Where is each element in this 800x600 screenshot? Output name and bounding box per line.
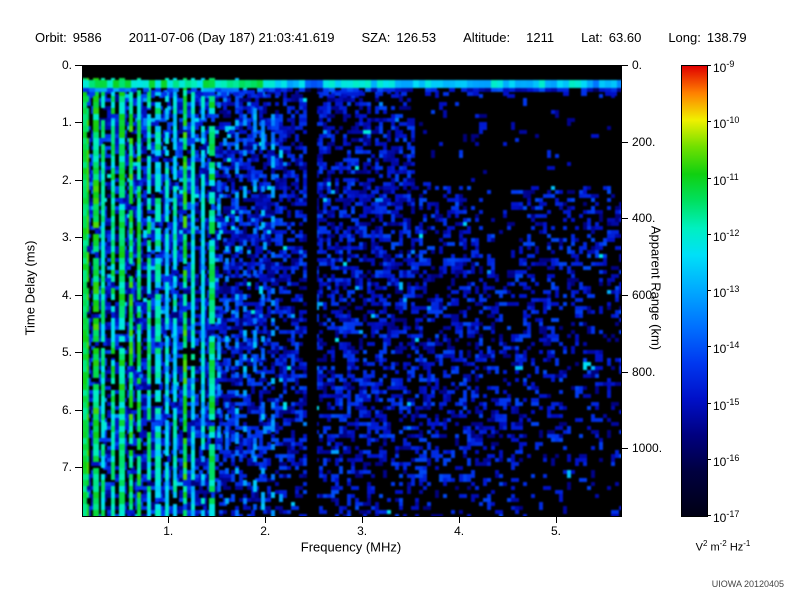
y-axis-tick-label: 0.	[61, 58, 72, 72]
colorbar-units-label: V2 m-2 Hz-1	[695, 539, 751, 554]
y2-axis-tick	[621, 448, 628, 450]
colorbar-tick	[707, 121, 711, 123]
colorbar-tick-label: 10-14	[713, 340, 740, 357]
colorbar-tick	[707, 515, 711, 516]
y-axis-title: Time Delay (ms)	[22, 240, 38, 336]
y2-axis-tick	[621, 371, 628, 373]
y2-axis-tick	[621, 294, 628, 296]
colorbar-tick-label: 10-15	[713, 396, 740, 413]
colorbar-tick	[707, 233, 711, 235]
y-axis-tick-label: 3.	[61, 230, 72, 245]
y2-axis-tick-label: 0.	[632, 58, 643, 72]
x-axis-tick	[459, 516, 461, 523]
header-field-orbit: Orbit: 9586	[35, 30, 102, 45]
orbit-label: Orbit:	[35, 30, 67, 45]
y2-axis-tick	[621, 141, 628, 143]
y-axis-tick	[75, 122, 82, 124]
colorbar-tick	[707, 290, 711, 291]
y-axis-tick	[75, 179, 82, 181]
datetime-value: 2011-07-06 (Day 187) 21:03:41.619	[128, 30, 335, 45]
y-axis-tick	[75, 409, 82, 411]
colorbar-tick-label: 10-11	[713, 171, 739, 188]
header-field-sza: SZA: 126.53	[361, 30, 436, 45]
spectrogram-canvas	[83, 66, 621, 516]
header-field-long: Long: 138.79	[668, 30, 746, 45]
colorbar-tick	[707, 177, 711, 179]
lat-value: 63.60	[608, 30, 642, 45]
y2-axis-tick	[621, 65, 628, 66]
x-axis-tick	[265, 516, 267, 523]
lat-label: Lat:	[581, 30, 603, 45]
x-axis-tick-label: 4.	[454, 524, 465, 538]
header-field-altitude: Altitude: 1211	[463, 30, 554, 45]
y2-axis-tick-label: 200.	[632, 134, 656, 149]
colorbar-tick-label: 10-10	[713, 115, 740, 132]
long-value: 138.79	[706, 30, 747, 45]
y-axis-tick-label: 7.	[61, 460, 72, 475]
long-label: Long:	[668, 30, 701, 45]
sza-value: 126.53	[396, 30, 437, 45]
x-axis-tick-label: 5.	[551, 524, 562, 538]
colorbar-tick-label: 10-12	[713, 227, 740, 244]
x-axis-title: Frequency (MHz)	[300, 539, 402, 555]
colorbar-tick	[707, 458, 711, 460]
spectrogram-plot	[82, 65, 622, 517]
colorbar-tick-label: 10-13	[713, 284, 740, 300]
y-axis-tick-label: 2.	[61, 172, 72, 187]
x-axis-tick	[362, 516, 364, 523]
y-axis-tick	[75, 65, 82, 66]
y-axis-tick	[75, 294, 82, 296]
colorbar-tick-label: 10-9	[713, 59, 735, 75]
colorbar	[681, 65, 708, 517]
colorbar-tick-label: 10-17	[713, 509, 740, 525]
orbit-value: 9586	[72, 30, 102, 45]
header-field-datetime: 2011-07-06 (Day 187) 21:03:41.619	[129, 30, 335, 45]
credit-text: UIOWA 20120405	[711, 579, 784, 589]
y-axis-tick	[75, 352, 82, 354]
colorbar-tick	[707, 346, 711, 348]
sza-label: SZA:	[361, 30, 391, 45]
y-axis-tick-label: 5.	[61, 345, 72, 360]
y2-axis-tick-label: 600.	[632, 287, 656, 302]
colorbar-tick	[707, 65, 711, 66]
y2-axis-tick-label: 1000.	[632, 441, 663, 456]
x-axis-tick-label: 2.	[260, 524, 271, 538]
colorbar-tick-label: 10-16	[713, 452, 740, 469]
y-axis-tick	[75, 467, 82, 469]
colorbar-tick	[707, 402, 711, 404]
x-axis-tick	[556, 516, 558, 523]
y2-axis-tick-label: 400.	[632, 211, 656, 226]
altitude-label: Altitude:	[463, 30, 511, 45]
x-axis-tick	[168, 516, 170, 523]
y-axis-tick-label: 6.	[61, 402, 72, 417]
y-axis-tick-label: 4.	[61, 287, 72, 302]
x-axis-tick-label: 3.	[357, 524, 368, 538]
x-axis-tick-label: 1.	[163, 524, 174, 538]
header-field-lat: Lat: 63.60	[581, 30, 641, 45]
y2-axis-tick-label: 800.	[632, 364, 656, 379]
y-axis-tick	[75, 237, 82, 239]
altitude-value: 1211	[526, 30, 555, 45]
y2-axis-tick	[621, 218, 628, 220]
y-axis-tick-label: 1.	[61, 115, 72, 130]
header-bar: Orbit: 9586 2011-07-06 (Day 187) 21:03:41…	[35, 30, 747, 45]
